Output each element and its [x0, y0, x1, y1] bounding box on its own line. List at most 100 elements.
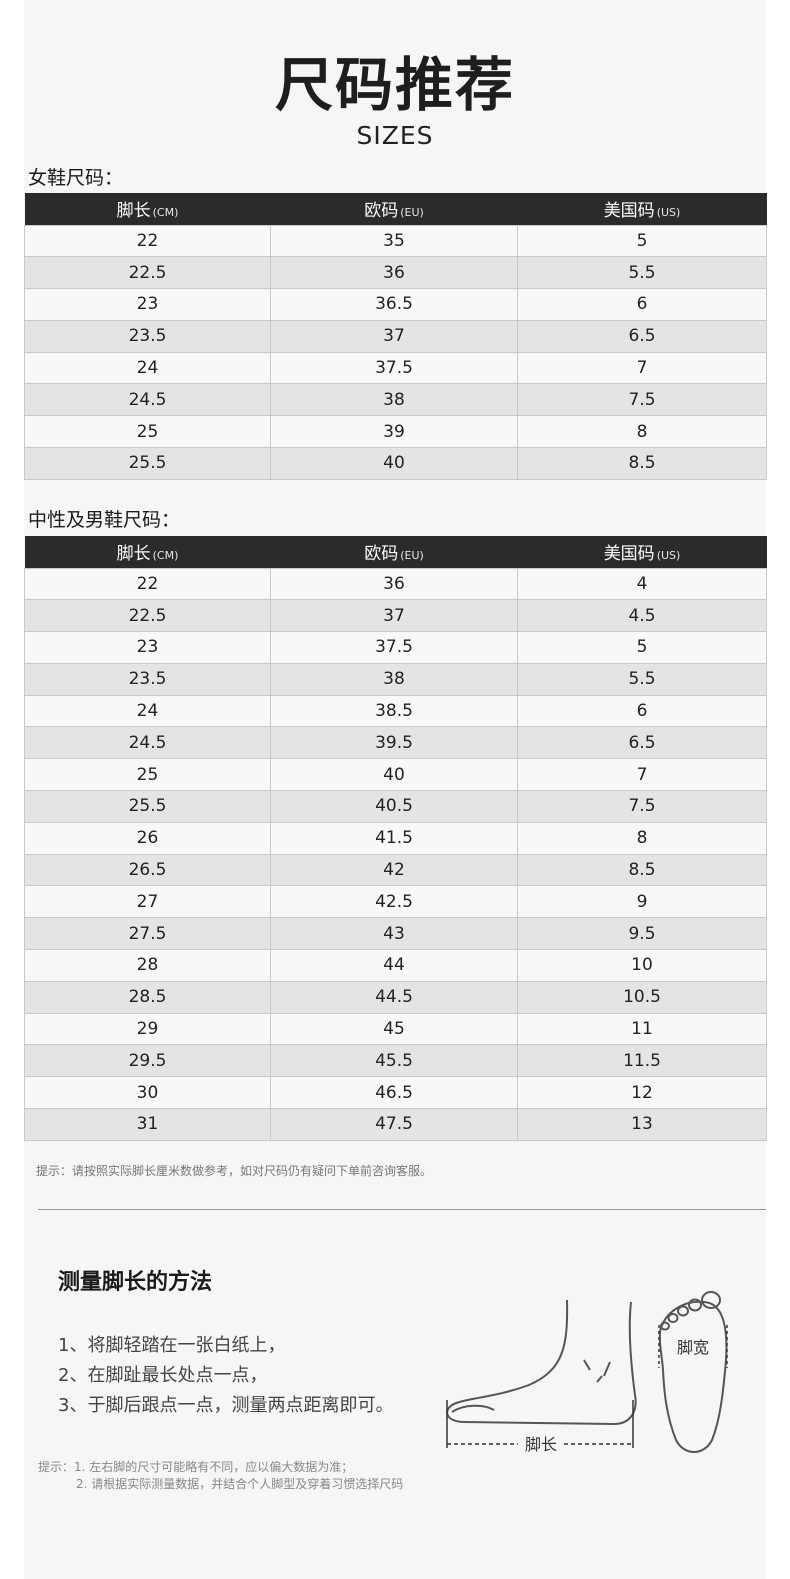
foot-length-label: 脚长	[525, 1435, 557, 1454]
foot-top-view-icon	[658, 1291, 728, 1453]
table-cell: 7	[517, 758, 767, 792]
table-row: 24 38.5 6	[24, 694, 767, 728]
width-marker	[658, 1325, 728, 1368]
table-cell: 4.5	[517, 599, 767, 633]
column-header: 脚长 (CM)	[24, 193, 271, 225]
foot-width-label: 脚宽	[677, 1338, 709, 1357]
column-header: 脚长 (CM)	[24, 536, 271, 568]
column-header-unit: (US)	[656, 206, 681, 220]
table-cell: 23	[24, 631, 271, 664]
column-header-unit: (CM)	[152, 206, 179, 220]
table-cell: 9	[517, 885, 767, 919]
column-header-label: 欧码	[364, 544, 399, 565]
size-tip: 提示：请按照实际脚长厘米数做参考，如对尺码仍有疑问下单前咨询客服。	[36, 1164, 433, 1178]
table-cell: 7.5	[517, 790, 767, 823]
table-cell: 11	[517, 1012, 767, 1046]
table-cell: 40	[270, 758, 518, 792]
table-cell: 7	[517, 351, 767, 385]
page-title: 尺码推荐	[274, 51, 515, 119]
table-row: 23.5 38 5.5	[24, 662, 767, 696]
howto-title: 测量脚长的方法	[58, 1270, 213, 1295]
table-row: 27 42.5 9	[24, 885, 767, 919]
column-header-unit: (EU)	[400, 549, 424, 563]
women-size-table: 脚长 (CM) 欧码 (EU) 美国码 (US) 22 35 5 22.5 36 5.5 23 36.5…	[24, 193, 767, 480]
table-cell: 12	[517, 1076, 767, 1110]
howto-step: 3、于脚后跟点一点，测量两点距离即可。	[58, 1395, 394, 1416]
table-cell: 6	[517, 288, 767, 321]
table-row: 23 37.5 5	[24, 631, 767, 664]
divider	[38, 1209, 766, 1210]
column-header-unit: (US)	[656, 549, 681, 563]
table-row: 24 37.5 7	[24, 351, 767, 385]
table-cell: 31	[24, 1108, 271, 1141]
table-cell: 24	[24, 694, 271, 728]
table-cell: 38.5	[270, 694, 518, 728]
table-cell: 23.5	[24, 662, 271, 696]
table-cell: 30	[24, 1076, 271, 1110]
men-size-table: 脚长 (CM) 欧码 (EU) 美国码 (US) 22 36 4 22.5 37 4.5 23 37.5…	[24, 536, 767, 1141]
table-cell: 38	[270, 383, 518, 417]
table-row: 22.5 36 5.5	[24, 256, 767, 290]
table-cell: 29.5	[24, 1044, 271, 1078]
width-label-bg	[669, 1334, 719, 1358]
column-header-label: 脚长	[116, 544, 151, 565]
table-cell: 24.5	[24, 726, 271, 760]
table-cell: 40.5	[270, 790, 518, 823]
women-section-label: 女鞋尺码：	[28, 167, 124, 189]
table-cell: 25	[24, 758, 271, 792]
table-cell: 47.5	[270, 1108, 518, 1141]
table-cell: 5	[517, 224, 767, 258]
table-cell: 36	[270, 567, 518, 601]
table-row: 25.5 40 8.5	[24, 447, 767, 480]
foot-side-view-icon	[446, 1299, 637, 1426]
table-cell: 24	[24, 351, 271, 385]
table-row: 29 45 11	[24, 1012, 767, 1046]
howto-step: 2、在脚趾最长处点一点，	[58, 1365, 268, 1386]
column-header-label: 脚长	[116, 201, 151, 222]
foot-measure-diagram: 脚长 脚宽	[446, 1291, 728, 1454]
table-cell: 11.5	[517, 1044, 767, 1078]
table-cell: 45.5	[270, 1044, 518, 1078]
table-cell: 28.5	[24, 980, 271, 1014]
table-cell: 38	[270, 662, 518, 696]
table-cell: 25.5	[24, 447, 271, 480]
page-subtitle: SIZES	[356, 121, 434, 150]
table-cell: 5.5	[517, 662, 767, 696]
column-header: 欧码 (EU)	[270, 536, 518, 568]
table-row: 26 41.5 8	[24, 821, 767, 855]
table-cell: 44.5	[270, 980, 518, 1014]
table-cell: 43	[270, 917, 518, 951]
table-cell: 26.5	[24, 853, 271, 887]
size-guide-page: 尺码推荐 SIZES 女鞋尺码： 脚长 (CM) 欧码 (EU) 美国码 (US) 22 3…	[24, 0, 767, 1579]
table-cell: 13	[517, 1108, 767, 1141]
table-header-row: 脚长 (CM) 欧码 (EU) 美国码 (US)	[24, 536, 767, 568]
length-marker	[446, 1400, 634, 1448]
table-row: 27.5 43 9.5	[24, 917, 767, 951]
table-cell: 37	[270, 599, 518, 633]
table-cell: 39.5	[270, 726, 518, 760]
table-cell: 5.5	[517, 256, 767, 290]
table-cell: 41.5	[270, 821, 518, 855]
howto-note-1: 提示：1. 左右脚的尺寸可能略有不同，应以偏大数据为准；	[38, 1460, 354, 1474]
table-row: 28.5 44.5 10.5	[24, 980, 767, 1014]
table-cell: 10.5	[517, 980, 767, 1014]
table-cell: 35	[270, 224, 518, 258]
table-cell: 37.5	[270, 351, 518, 385]
table-row: 25 40 7	[24, 758, 767, 792]
men-section-label: 中性及男鞋尺码：	[28, 509, 181, 531]
table-cell: 27.5	[24, 917, 271, 951]
column-header-label: 欧码	[364, 201, 399, 222]
howto-step: 1、将脚轻踏在一张白纸上，	[58, 1335, 286, 1356]
table-cell: 37	[270, 319, 518, 353]
table-row: 24.5 39.5 6.5	[24, 726, 767, 760]
table-cell: 42.5	[270, 885, 518, 919]
table-cell: 23	[24, 288, 271, 321]
table-cell: 37.5	[270, 631, 518, 664]
table-row: 23.5 37 6.5	[24, 319, 767, 353]
table-header-row: 脚长 (CM) 欧码 (EU) 美国码 (US)	[24, 193, 767, 225]
table-cell: 26	[24, 821, 271, 855]
table-cell: 46.5	[270, 1076, 518, 1110]
column-header-unit: (EU)	[400, 206, 424, 220]
table-cell: 25.5	[24, 790, 271, 823]
table-row: 28 44 10	[24, 949, 767, 982]
